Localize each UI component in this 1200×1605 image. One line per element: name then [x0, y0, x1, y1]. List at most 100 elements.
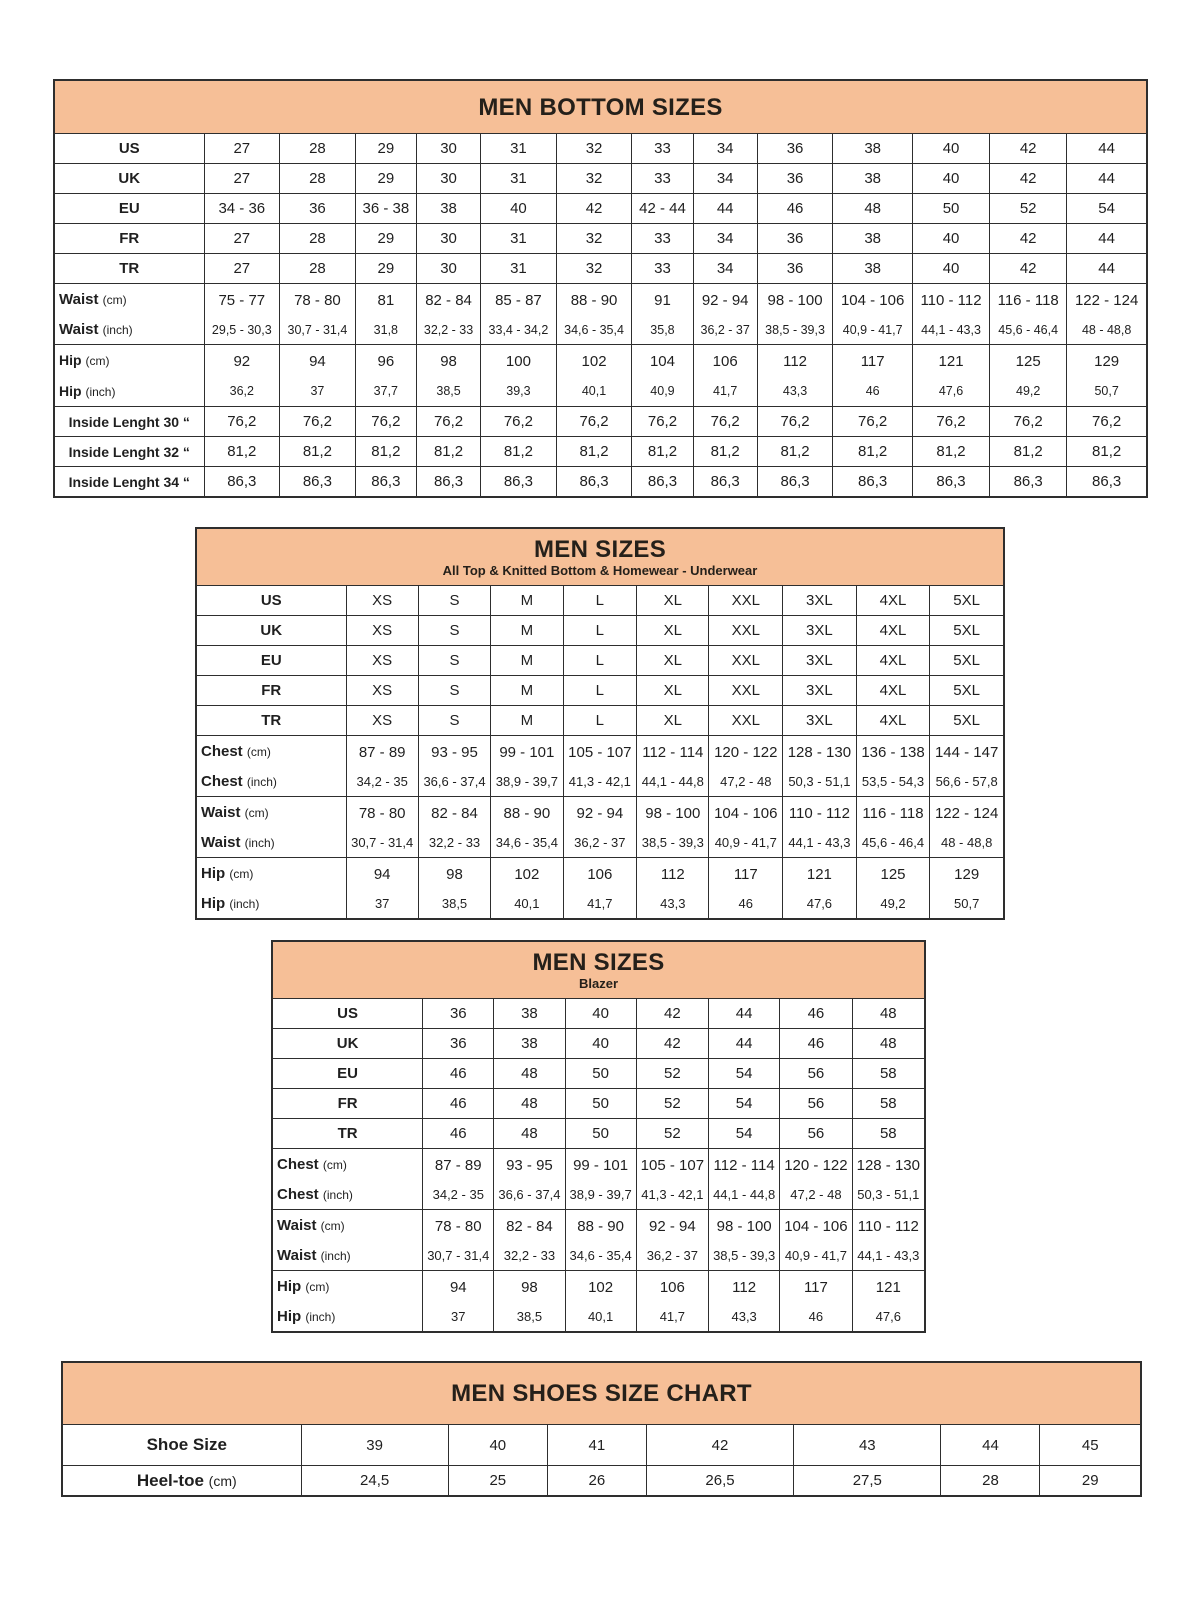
value-cell: 82 - 84 32,2 - 33	[417, 796, 492, 858]
value-cell: 112 43,3	[756, 344, 834, 407]
measure-unit: (inch)	[229, 897, 260, 911]
table-row: TR 46 48 50 52 54 56 58	[271, 1118, 926, 1149]
value-cm: 104	[649, 353, 675, 370]
value-cell: 76,2	[911, 406, 991, 437]
value-cm: 98	[440, 353, 457, 370]
table-row-group: Waist (cm) Waist (inch) 75 - 77 29,5 - 30,3…	[53, 283, 1148, 345]
value-cell: 44	[1066, 133, 1148, 164]
value-cm: 100	[505, 353, 531, 370]
value-cell: 81,2	[354, 436, 417, 467]
value-cm: 117	[733, 865, 758, 883]
value-inch: 47,2 - 48	[790, 1186, 842, 1202]
value-cell: XXL	[708, 585, 784, 616]
value-cell: 78 - 80 30,7 - 31,4	[422, 1209, 495, 1271]
value-cell: 76,2	[354, 406, 417, 437]
value-cell: 86,3	[756, 466, 834, 498]
value-cell: 129 50,7	[929, 857, 1005, 920]
value-cell: 46	[756, 193, 834, 224]
value-inch: 47,6	[938, 384, 964, 398]
value-inch: 38,5 - 39,3	[765, 322, 825, 337]
value-cell: 31	[480, 163, 557, 194]
row-label: Inside Lenght 34 “	[53, 466, 205, 498]
row-label: Waist (cm) Waist (inch)	[53, 283, 205, 345]
row-label-inch: Waist (inch)	[201, 834, 275, 851]
value-cell: 5XL	[929, 585, 1005, 616]
value-cell: XL	[636, 705, 710, 736]
table-row: FR XS S M L XL XXL 3XL 4XL 5XL	[195, 675, 1005, 706]
measure-unit: (cm)	[102, 293, 127, 307]
value-cell: 54	[708, 1058, 781, 1089]
value-cell: 52	[635, 1088, 710, 1119]
value-inch: 38,5	[516, 1308, 543, 1324]
value-cell: XL	[636, 645, 710, 676]
value-cell: 102 40,1	[564, 1270, 637, 1333]
table-row-group: Hip (cm) Hip (inch) 94 37 98 38,5 102 40,1 106 41…	[195, 857, 1005, 920]
value-cell: 92 - 94 36,2 - 37	[692, 283, 758, 345]
value-cell: 86,3	[555, 466, 633, 498]
value-cell: 76,2	[832, 406, 913, 437]
bottom-header-row: MEN BOTTOM SIZES	[53, 79, 1148, 134]
value-cell: 104 - 106 40,9 - 41,7	[832, 283, 913, 345]
value-cell: 28	[279, 223, 356, 254]
value-inch: 41,3 - 42,1	[641, 1186, 704, 1202]
value-cell: 81,2	[756, 436, 834, 467]
table-row: EU 34 - 36 36 36 - 38 38 40 42 42 - 44 44 46 48 50 5…	[53, 193, 1148, 224]
value-cell: 46	[422, 1058, 495, 1089]
row-label: US	[195, 585, 347, 616]
value-cell: 112 - 114 44,1 - 44,8	[636, 735, 710, 797]
value-cm: 78 - 80	[294, 291, 341, 309]
value-cm: 87 - 89	[358, 743, 406, 761]
value-cm: 96	[377, 353, 395, 370]
value-cell: M	[490, 675, 564, 706]
value-inch: 34,6 - 35,4	[564, 322, 624, 337]
value-cell: 40	[480, 193, 557, 224]
table-row: US XS S M L XL XXL 3XL 4XL 5XL	[195, 585, 1005, 616]
men-bottom-sizes-table: MEN BOTTOM SIZES US 27 28 29 30 31 32 33 34 36 38 40…	[53, 79, 1148, 498]
value-cell: 3XL	[782, 645, 857, 676]
value-cell: 38	[832, 253, 913, 284]
value-cm: 125	[1015, 353, 1041, 370]
shoes-header-cell: MEN SHOES SIZE CHART	[61, 1361, 1142, 1425]
measure-unit: (cm)	[246, 745, 271, 759]
value-inch: 38,5 - 39,3	[641, 834, 704, 850]
row-label: UK	[271, 1028, 424, 1059]
value-inch: 37	[310, 384, 325, 398]
value-cell: 96 37,7	[354, 344, 417, 407]
value-inch: 44,1 - 43,3	[857, 1247, 920, 1263]
value-cell: 33	[631, 253, 694, 284]
value-cm: 121	[875, 1278, 901, 1296]
value-inch: 33,4 - 34,2	[488, 322, 549, 337]
value-cell: 88 - 90 34,6 - 35,4	[555, 283, 633, 345]
value-cell: 44	[708, 998, 781, 1029]
value-inch: 35,8	[650, 322, 675, 337]
value-inch: 38,9 - 39,7	[495, 773, 558, 789]
value-cell: 98 - 100 38,5 - 39,3	[636, 796, 710, 858]
value-cell: XS	[345, 585, 419, 616]
value-cell: 4XL	[855, 705, 931, 736]
row-label: Waist (cm) Waist (inch)	[271, 1209, 424, 1271]
value-cell: 42	[989, 223, 1068, 254]
value-inch: 56,6 - 57,8	[935, 773, 998, 789]
value-cm: 116 - 118	[862, 804, 924, 822]
value-cm: 82 - 84	[506, 1217, 553, 1235]
row-label: UK	[195, 615, 347, 646]
value-cm: 88 - 90	[577, 1217, 624, 1235]
value-cell: 106 41,7	[562, 857, 638, 920]
value-cell: 56	[779, 1058, 853, 1089]
value-inch: 38,9 - 39,7	[569, 1186, 632, 1202]
value-inch: 53,5 - 54,3	[861, 773, 925, 789]
value-inch: 48 - 48,8	[940, 834, 993, 850]
value-cell: 27,5	[793, 1465, 942, 1497]
row-label: Shoe Size	[61, 1424, 302, 1466]
value-cell: 99 - 101 38,9 - 39,7	[564, 1148, 637, 1210]
value-cell: 117 46	[832, 344, 913, 407]
value-cell: 28	[279, 163, 356, 194]
value-cm: 122 - 124	[934, 804, 999, 822]
value-cell: 50	[564, 1088, 637, 1119]
value-cell: 112 - 114 44,1 - 44,8	[708, 1148, 781, 1210]
row-label: Inside Lenght 30 “	[53, 406, 205, 437]
value-cell: 87 - 89 34,2 - 35	[422, 1148, 495, 1210]
value-cell: 99 - 101 38,9 - 39,7	[490, 735, 564, 797]
value-cm: 104 - 106	[714, 804, 778, 822]
row-label: Chest (cm) Chest (inch)	[195, 735, 347, 797]
